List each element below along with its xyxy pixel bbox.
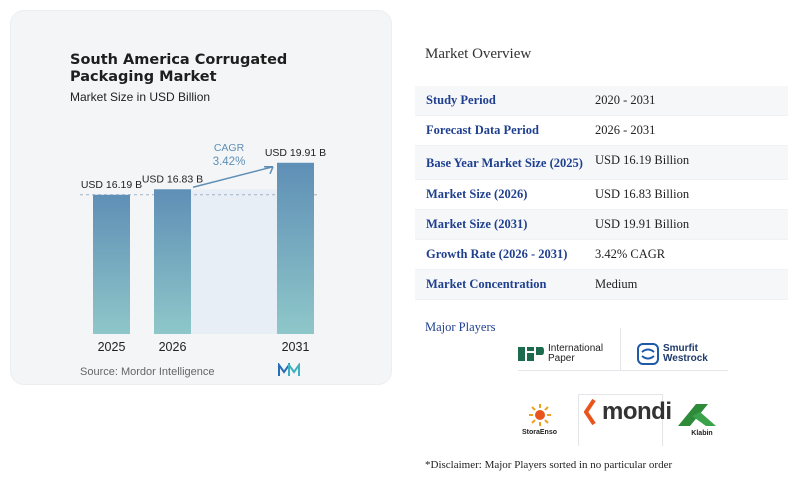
table-row: Study Period 2020 - 2031: [415, 86, 788, 116]
smurfit-westrock-logo: Smurfit Westrock: [637, 343, 708, 365]
logo-divider: [578, 394, 663, 395]
table-row: Forecast Data Period 2026 - 2031: [415, 116, 788, 146]
row-key: Base Year Market Size (2025): [426, 156, 583, 170]
table-row: Growth Rate (2026 - 2031) 3.42% CAGR: [415, 240, 788, 270]
logo-divider: [518, 370, 728, 371]
row-value: USD 19.91 Billion: [595, 217, 690, 231]
klabin-icon: [678, 404, 716, 426]
international-paper-line1: International: [548, 343, 604, 354]
row-key: Market Concentration: [426, 277, 547, 291]
smurfit-westrock-line1: Smurfit: [663, 343, 698, 354]
chart-source: Source: Mordor Intelligence: [80, 366, 215, 378]
row-value: USD 16.83 Billion: [595, 187, 690, 201]
international-paper-icon: [518, 347, 544, 361]
chart-subtitle: Market Size in USD Billion: [70, 90, 211, 104]
smurfit-westrock-icon: [637, 343, 659, 365]
table-row: Base Year Market Size (2025) USD 16.19 B…: [415, 146, 788, 180]
row-value: 2026 - 2031: [595, 123, 656, 137]
mondi-icon: [584, 398, 596, 426]
international-paper-logo: International Paper: [518, 344, 603, 364]
stora-enso-sun-icon: [528, 404, 551, 426]
smurfit-westrock-line2: Westrock: [663, 353, 708, 364]
row-value: 2020 - 2031: [595, 93, 656, 107]
stora-enso-label: StoraEnso: [522, 429, 558, 436]
market-overview-title: Market Overview: [425, 46, 532, 62]
logo-divider: [662, 394, 663, 446]
disclaimer: *Disclaimer: Major Players sorted in no …: [425, 459, 673, 471]
row-key: Forecast Data Period: [426, 123, 539, 137]
mordor-logo-icon: [278, 363, 300, 376]
mondi-logo: mondi: [584, 398, 672, 426]
row-key: Study Period: [426, 93, 496, 107]
row-key: Market Size (2031): [426, 217, 528, 231]
row-value: 3.42% CAGR: [595, 247, 666, 261]
stora-enso-logo: StoraEnso: [522, 404, 557, 436]
logo-divider: [620, 328, 621, 370]
chart-title: South America Corrugated Packaging Marke…: [70, 52, 288, 85]
major-players-title: Major Players: [425, 320, 496, 334]
row-key: Growth Rate (2026 - 2031): [426, 247, 568, 261]
mondi-label: mondi: [602, 398, 672, 425]
klabin-label: Klabin: [691, 430, 713, 437]
table-row: Market Size (2026) USD 16.83 Billion: [415, 180, 788, 210]
market-overview-table: Study Period 2020 - 2031 Forecast Data P…: [415, 86, 788, 300]
logo-divider: [578, 394, 579, 446]
row-value: USD 16.19 Billion: [595, 153, 690, 167]
table-row: Market Concentration Medium: [415, 270, 788, 300]
table-row: Market Size (2031) USD 19.91 Billion: [415, 210, 788, 240]
row-key: Market Size (2026): [426, 187, 528, 201]
international-paper-line2: Paper: [548, 353, 575, 364]
klabin-logo: Klabin: [672, 402, 718, 437]
row-value: Medium: [595, 277, 638, 291]
